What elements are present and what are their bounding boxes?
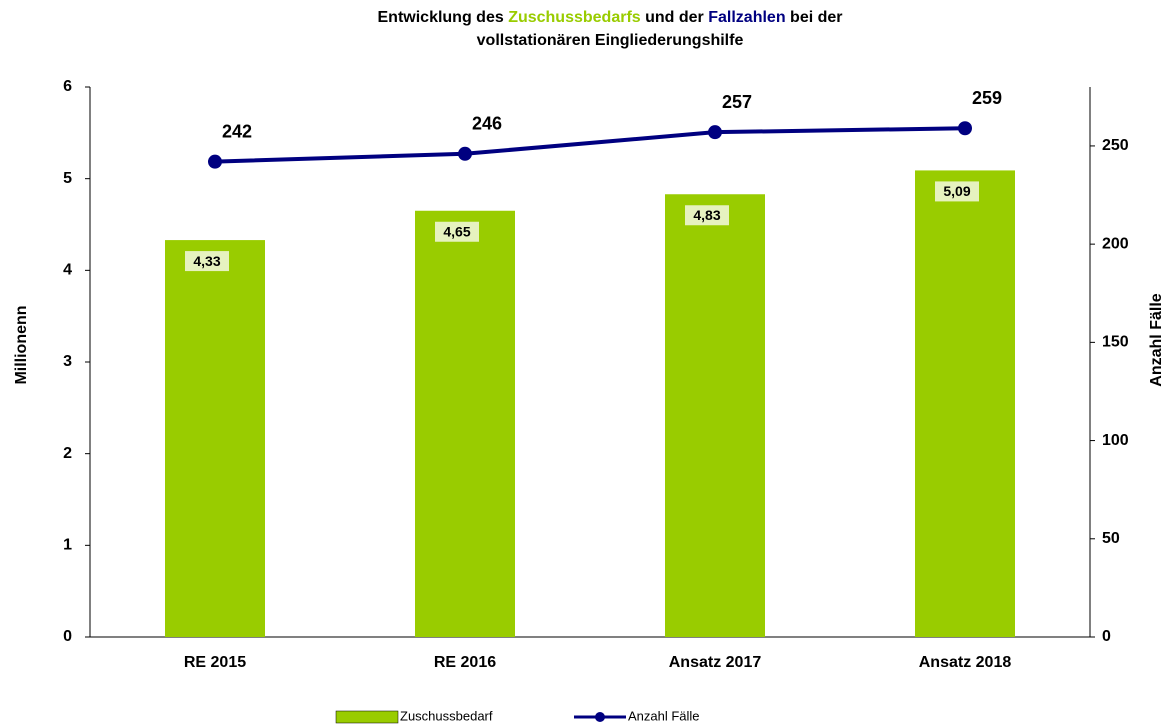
data-label: 5,09 <box>943 183 970 199</box>
y2-axis-label: Anzahl Fälle <box>1148 293 1165 386</box>
y2-tick-label: 200 <box>1102 235 1129 252</box>
line-point <box>458 146 472 161</box>
y2-tick-label: 150 <box>1102 334 1129 351</box>
line-point <box>708 125 722 140</box>
chart-title: vollstationären Eingliederungshilfe <box>477 32 744 49</box>
y-tick-label: 3 <box>63 353 72 370</box>
title-part: Zuschussbedarfs <box>508 9 641 26</box>
y-tick-label: 1 <box>63 537 72 554</box>
data-label-bg <box>185 251 229 272</box>
data-label-bg <box>685 205 729 226</box>
title-part: und der <box>641 9 709 26</box>
y2-tick-label: 100 <box>1102 432 1129 449</box>
data-label: 4,83 <box>693 207 720 223</box>
data-label-bg <box>435 221 479 242</box>
title-part: Fallzahlen <box>708 9 785 26</box>
data-label: 246 <box>472 114 502 134</box>
bar <box>915 170 1015 637</box>
legend-marker <box>595 712 605 722</box>
x-tick-label: Ansatz 2018 <box>919 654 1012 671</box>
title-part: Entwicklung des <box>378 9 509 26</box>
y2-tick-label: 250 <box>1102 137 1129 154</box>
line-point <box>208 154 222 169</box>
data-label: 4,33 <box>193 253 220 269</box>
y-tick-label: 6 <box>63 78 72 95</box>
bar <box>165 240 265 638</box>
data-label-bg <box>935 181 979 202</box>
x-tick-label: RE 2015 <box>184 654 246 671</box>
legend-label: Anzahl Fälle <box>628 708 700 723</box>
y-tick-label: 2 <box>63 445 72 462</box>
y2-tick-label: 50 <box>1102 530 1120 547</box>
legend-label: Zuschussbedarf <box>400 708 493 723</box>
y2-tick-label: 0 <box>1102 628 1111 645</box>
data-label: 4,65 <box>443 223 470 239</box>
line <box>214 126 966 164</box>
y-tick-label: 4 <box>63 262 72 279</box>
data-label: 242 <box>222 121 252 141</box>
data-label: 257 <box>722 92 752 112</box>
x-tick-label: Ansatz 2017 <box>669 654 762 671</box>
title-part: bei der <box>786 9 843 26</box>
line-point <box>958 121 972 136</box>
y-tick-label: 5 <box>63 170 72 187</box>
bar <box>665 194 765 637</box>
bar <box>415 210 515 637</box>
data-label: 259 <box>972 88 1002 108</box>
legend-swatch <box>335 710 399 724</box>
y-tick-label: 0 <box>63 628 72 645</box>
y-axis-label: Millionenn <box>13 305 30 384</box>
chart-title: Entwicklung des Zuschussbedarfs und der … <box>378 9 843 26</box>
x-tick-label: RE 2016 <box>434 654 496 671</box>
